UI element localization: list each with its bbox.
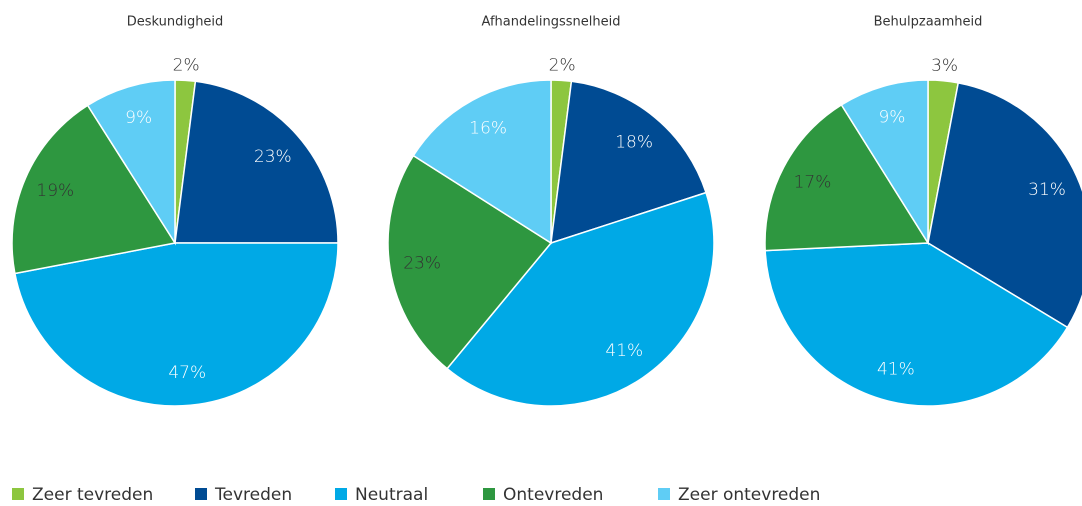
- legend-swatch: [483, 488, 495, 500]
- legend-label: Zeer tevreden: [32, 485, 153, 505]
- pie-slice: [86, 79, 176, 246]
- slice-label: 23%: [403, 253, 441, 273]
- pie-slice: [14, 242, 339, 407]
- slice-label: 41%: [877, 359, 915, 379]
- chart-title: Afhandelingssnelheid: [482, 15, 621, 30]
- slice-label: 47%: [168, 363, 206, 383]
- pie-slice: [764, 242, 1069, 407]
- slice-label: 23%: [254, 147, 292, 167]
- pie-slice: [387, 154, 553, 370]
- legend-label: Ontevreden: [503, 485, 603, 505]
- pie-slice: [11, 104, 177, 275]
- slice-label: 16%: [469, 119, 507, 139]
- slice-label: 17%: [794, 173, 832, 193]
- slice-label: 2%: [549, 55, 576, 75]
- legend-swatch: [12, 488, 24, 500]
- legend-label: Neutraal: [355, 485, 428, 505]
- legend-swatch: [658, 488, 670, 500]
- slice-label: 9%: [125, 108, 152, 128]
- legend-label: Zeer ontevreden: [678, 485, 820, 505]
- slice-label: 9%: [878, 108, 905, 128]
- chart-title: Deskundigheid: [127, 15, 224, 30]
- slice-label: 41%: [605, 341, 643, 361]
- slice-label: 19%: [36, 181, 74, 201]
- slice-label: 31%: [1028, 180, 1066, 200]
- legend-label: Tevreden: [214, 485, 292, 505]
- pie-slice: [550, 80, 707, 245]
- pie-slice: [840, 79, 929, 246]
- pie-slice: [174, 80, 339, 244]
- slice-label: 18%: [615, 133, 653, 153]
- chart-title: Behulpzaamheid: [874, 15, 983, 30]
- slice-label: 2%: [173, 55, 200, 75]
- legend-swatch: [195, 488, 207, 500]
- pie-slice: [412, 79, 552, 245]
- pie-slice: [446, 191, 715, 407]
- legend-swatch: [335, 488, 347, 500]
- pie-slice: [764, 103, 930, 252]
- slice-label: 3%: [931, 56, 958, 76]
